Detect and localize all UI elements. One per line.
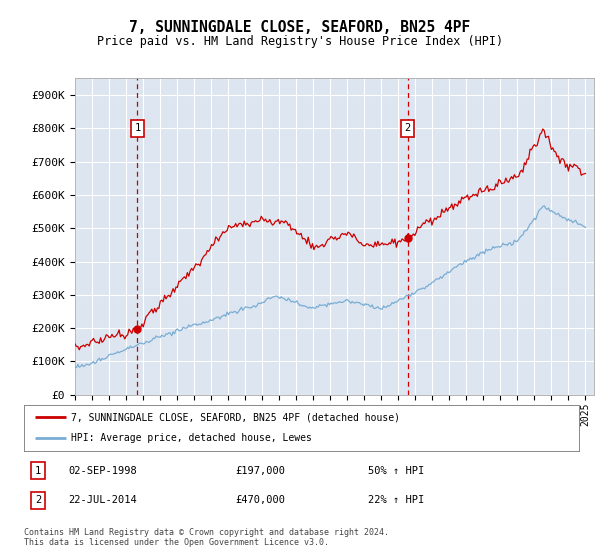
- Text: £197,000: £197,000: [235, 466, 285, 476]
- Text: 02-SEP-1998: 02-SEP-1998: [68, 466, 137, 476]
- Text: HPI: Average price, detached house, Lewes: HPI: Average price, detached house, Lewe…: [71, 433, 312, 444]
- Text: 22-JUL-2014: 22-JUL-2014: [68, 496, 137, 506]
- Text: 50% ↑ HPI: 50% ↑ HPI: [368, 466, 424, 476]
- Text: £470,000: £470,000: [235, 496, 285, 506]
- Text: 22% ↑ HPI: 22% ↑ HPI: [368, 496, 424, 506]
- Text: 7, SUNNINGDALE CLOSE, SEAFORD, BN25 4PF (detached house): 7, SUNNINGDALE CLOSE, SEAFORD, BN25 4PF …: [71, 412, 400, 422]
- Text: 1: 1: [35, 466, 41, 476]
- Text: 2: 2: [404, 123, 411, 133]
- Text: Contains HM Land Registry data © Crown copyright and database right 2024.
This d: Contains HM Land Registry data © Crown c…: [24, 528, 389, 547]
- Text: 7, SUNNINGDALE CLOSE, SEAFORD, BN25 4PF: 7, SUNNINGDALE CLOSE, SEAFORD, BN25 4PF: [130, 20, 470, 35]
- Text: Price paid vs. HM Land Registry's House Price Index (HPI): Price paid vs. HM Land Registry's House …: [97, 35, 503, 48]
- Text: 1: 1: [134, 123, 140, 133]
- Text: 2: 2: [35, 496, 41, 506]
